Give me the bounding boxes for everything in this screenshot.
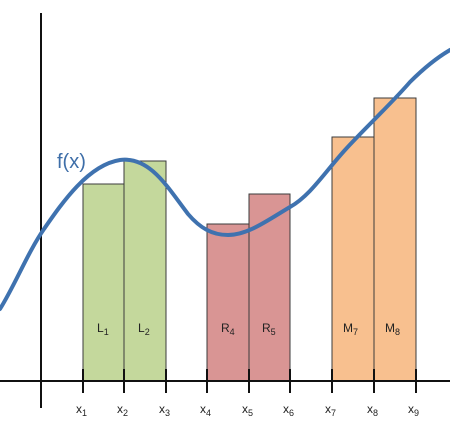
tick-label-x2: x2 — [117, 402, 128, 418]
rectangle-labels: L1 L2 R4 R5 M7 M8 — [97, 321, 400, 337]
tick-label-x8: x8 — [367, 402, 378, 418]
rectangle-M7 — [331, 136, 375, 382]
x-axis-tick-labels: x1 x2 x3 x4 x5 x6 x7 x8 x9 — [76, 402, 419, 418]
label-M7: M7 — [343, 321, 358, 337]
label-L1: L1 — [97, 321, 109, 337]
label-R5: R5 — [262, 321, 276, 337]
tick-label-x5: x5 — [242, 402, 253, 418]
function-label: f(x) — [57, 151, 86, 173]
tick-label-x7: x7 — [325, 402, 336, 418]
label-R4: R4 — [221, 321, 235, 337]
tick-label-x3: x3 — [159, 402, 170, 418]
rectangle-L2 — [123, 160, 167, 382]
tick-label-x4: x4 — [200, 402, 211, 418]
tick-label-x6: x6 — [283, 402, 294, 418]
function-curve — [0, 48, 450, 311]
tick-label-x9: x9 — [408, 402, 419, 418]
rectangle-M8 — [373, 97, 417, 382]
label-L2: L2 — [138, 321, 150, 337]
tick-label-x1: x1 — [76, 402, 87, 418]
label-M8: M8 — [385, 321, 400, 337]
rectangles-group — [82, 97, 417, 382]
rectangle-R4 — [206, 223, 250, 382]
rectangle-R5 — [248, 193, 291, 382]
rectangle-L1 — [82, 183, 125, 382]
x-axis-ticks — [82, 369, 417, 393]
